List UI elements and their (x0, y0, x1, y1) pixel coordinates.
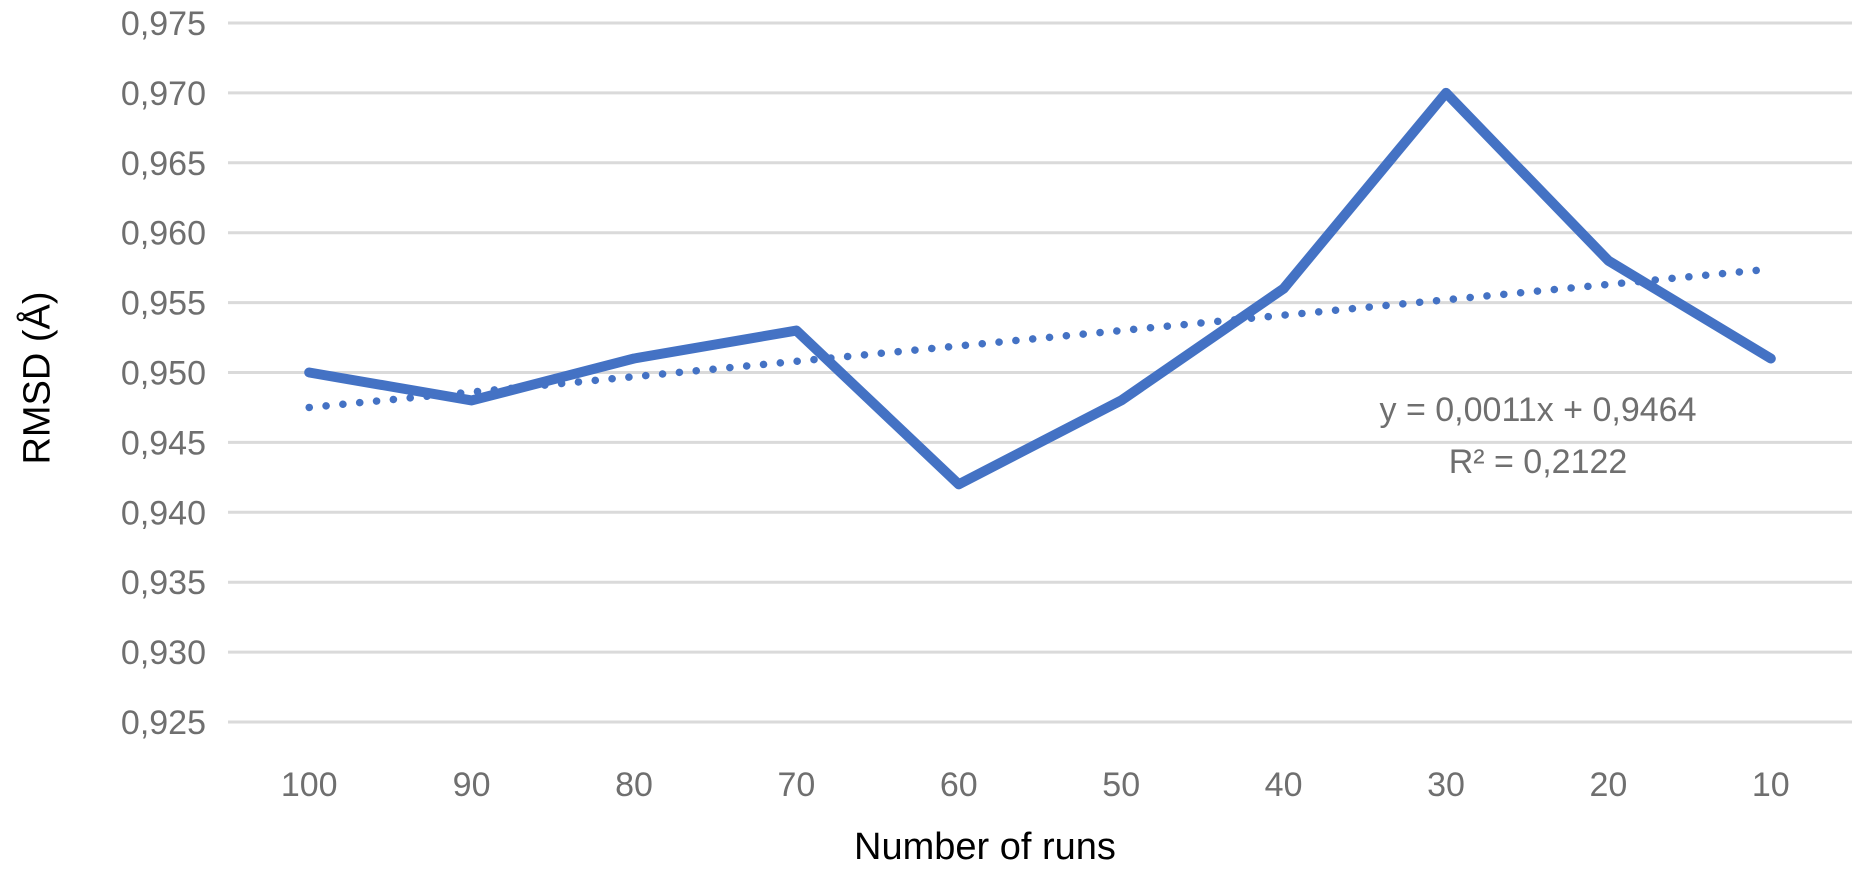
x-tick-label: 50 (1102, 766, 1140, 804)
x-tick-label: 80 (615, 766, 653, 804)
x-tick-label: 100 (281, 766, 338, 804)
x-tick-label: 40 (1265, 766, 1303, 804)
y-tick-label: 0,925 (121, 704, 206, 742)
y-tick-label: 0,965 (121, 145, 206, 183)
y-tick-label: 0,950 (121, 355, 206, 393)
y-tick-label: 0,975 (121, 5, 206, 43)
trendline-r-squared: R² = 0,2122 (1448, 443, 1628, 481)
series-line-rmsd (304, 87, 1776, 490)
x-tick-label: 70 (777, 766, 815, 804)
y-axis-title: RMSD (Å) (16, 291, 59, 465)
x-tick-label: 20 (1589, 766, 1627, 804)
x-tick-label: 90 (453, 766, 491, 804)
x-axis-title: Number of runs (854, 826, 1116, 868)
y-tick-label: 0,930 (121, 634, 206, 672)
y-tick-label: 0,955 (121, 285, 206, 323)
trendline-equation: y = 0,0011x + 0,9464 (1379, 391, 1697, 429)
trendline-label: y = 0,0011x + 0,9464 R² = 0,2122 (1380, 384, 1697, 488)
y-tick-label: 0,945 (121, 424, 206, 462)
y-tick-label: 0,935 (121, 564, 206, 602)
x-tick-label: 10 (1752, 766, 1790, 804)
y-tick-label: 0,960 (121, 215, 206, 253)
x-tick-label: 30 (1427, 766, 1465, 804)
y-tick-label: 0,970 (121, 75, 206, 113)
x-tick-label: 60 (940, 766, 978, 804)
y-tick-label: 0,940 (121, 494, 206, 532)
